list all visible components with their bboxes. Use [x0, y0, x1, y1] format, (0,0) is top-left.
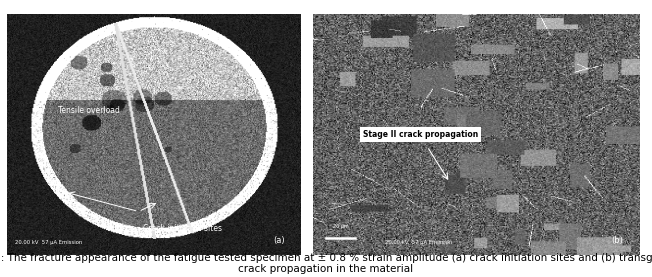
Text: Stage II crack propagation: Stage II crack propagation: [363, 130, 478, 139]
Text: (b): (b): [611, 236, 623, 245]
Text: Figure 8: The fracture appearance of the fatigue tested specimen at ± 0.8 % stra: Figure 8: The fracture appearance of the…: [0, 253, 652, 274]
Text: Tensile overload: Tensile overload: [58, 106, 119, 115]
Text: 20.00 kV  57 μA Emission: 20.00 kV 57 μA Emission: [385, 240, 452, 245]
Text: 20.00 kV  57 μA Emission: 20.00 kV 57 μA Emission: [16, 240, 83, 245]
Text: (a): (a): [274, 236, 285, 245]
Text: Crack initiation sites: Crack initiation sites: [143, 224, 222, 233]
Text: 20 μm: 20 μm: [333, 224, 349, 229]
